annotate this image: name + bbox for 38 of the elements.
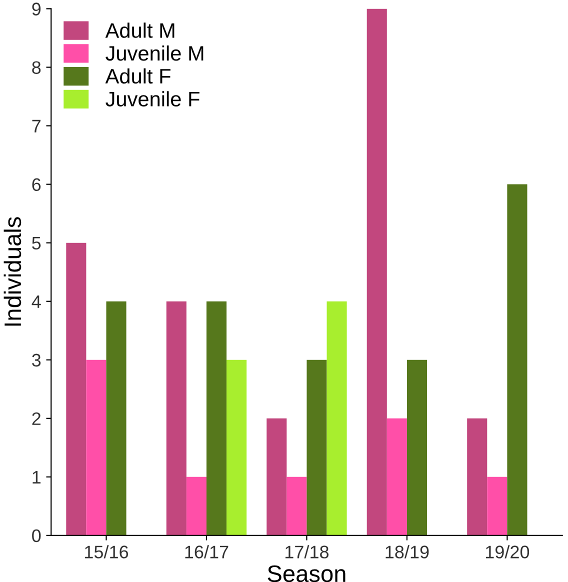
bar bbox=[166, 301, 186, 536]
bar bbox=[266, 418, 287, 536]
y-tick-label: 4 bbox=[32, 295, 41, 308]
bar bbox=[306, 360, 327, 536]
bar bbox=[326, 301, 347, 536]
x-tick-label: 19/20 bbox=[486, 545, 530, 558]
x-tick-label: 16/17 bbox=[185, 545, 228, 558]
y-tick-label: 2 bbox=[32, 412, 40, 425]
bar bbox=[86, 360, 106, 536]
y-tick-label: 3 bbox=[32, 354, 41, 367]
bar bbox=[286, 476, 307, 536]
bar bbox=[507, 184, 528, 536]
y-tick-label: 5 bbox=[32, 236, 41, 250]
y-tick-label: 6 bbox=[32, 178, 41, 192]
y-tick-label: 0 bbox=[32, 529, 41, 542]
y-tick-label: 7 bbox=[32, 120, 40, 132]
y-axis-title: Individuals bbox=[4, 217, 22, 326]
legend-label: Juvenile M bbox=[106, 45, 204, 61]
x-tick-label: 18/19 bbox=[386, 545, 429, 558]
bar bbox=[487, 476, 508, 536]
bar bbox=[206, 301, 227, 536]
bar bbox=[186, 476, 206, 536]
y-tick-label: 8 bbox=[32, 61, 41, 74]
x-tick-label: 15/16 bbox=[85, 545, 128, 558]
x-tick-label: 17/18 bbox=[286, 545, 329, 558]
x-axis-title: Season bbox=[268, 565, 346, 582]
bar bbox=[226, 360, 247, 536]
bar bbox=[467, 418, 488, 536]
y-tick-label: 1 bbox=[32, 471, 41, 484]
bar bbox=[66, 242, 86, 536]
legend-label: Adult M bbox=[105, 22, 174, 38]
bar bbox=[406, 360, 427, 536]
legend-label: Juvenile F bbox=[106, 91, 200, 106]
bar bbox=[366, 8, 387, 536]
y-tick-label: 9 bbox=[32, 2, 41, 16]
legend-label: Adult F bbox=[105, 68, 170, 84]
bar bbox=[386, 418, 407, 536]
bar bbox=[106, 301, 126, 536]
